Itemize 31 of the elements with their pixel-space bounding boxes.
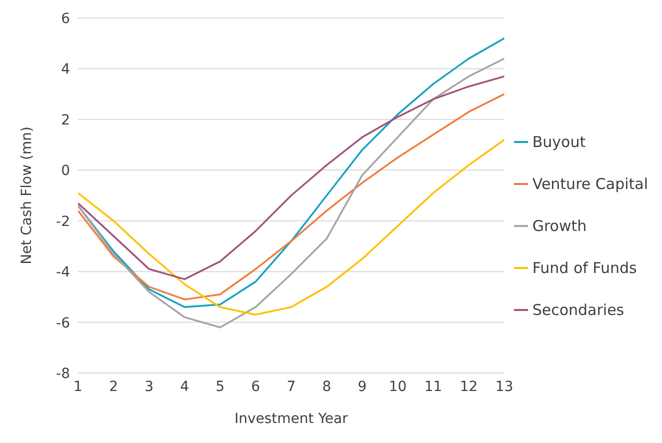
x-tick-label: 9 — [358, 378, 367, 395]
x-tick-label: 13 — [495, 378, 514, 395]
x-tick-label: 11 — [424, 378, 442, 395]
legend-label: Venture Capital — [532, 174, 648, 192]
y-tick-label: -8 — [56, 366, 70, 382]
legend-label: Fund of Funds — [532, 258, 637, 276]
x-tick-label: 10 — [388, 378, 407, 395]
y-tick-label: -2 — [56, 214, 70, 230]
x-tick-label: 3 — [144, 378, 154, 395]
x-axis-title: Investment Year — [234, 411, 348, 427]
y-tick-label: 6 — [61, 10, 70, 27]
x-tick-label: 12 — [460, 378, 478, 395]
x-tick-label: 4 — [180, 378, 190, 395]
x-tick-label: 2 — [109, 378, 118, 395]
line-series — [78, 138, 504, 316]
line-series — [78, 93, 504, 300]
x-tick-label: 5 — [216, 378, 225, 395]
x-tick-label: 6 — [251, 378, 260, 395]
y-tick-label: 4 — [61, 62, 70, 78]
x-tick-label: 1 — [74, 378, 82, 395]
legend-label: Buyout — [532, 132, 586, 150]
legend-label: Growth — [532, 216, 587, 234]
y-tick-label: 0 — [61, 163, 70, 180]
y-tick-label: -6 — [56, 315, 70, 332]
y-tick-label: -4 — [56, 264, 70, 281]
line-series — [78, 75, 504, 280]
x-tick-label: 8 — [322, 378, 332, 395]
x-tick-label: 7 — [286, 378, 296, 395]
y-tick-label: 2 — [61, 112, 70, 128]
y-axis-title: Net Cash Flow (mn) — [18, 126, 35, 264]
legend-label: Secondaries — [532, 300, 624, 318]
